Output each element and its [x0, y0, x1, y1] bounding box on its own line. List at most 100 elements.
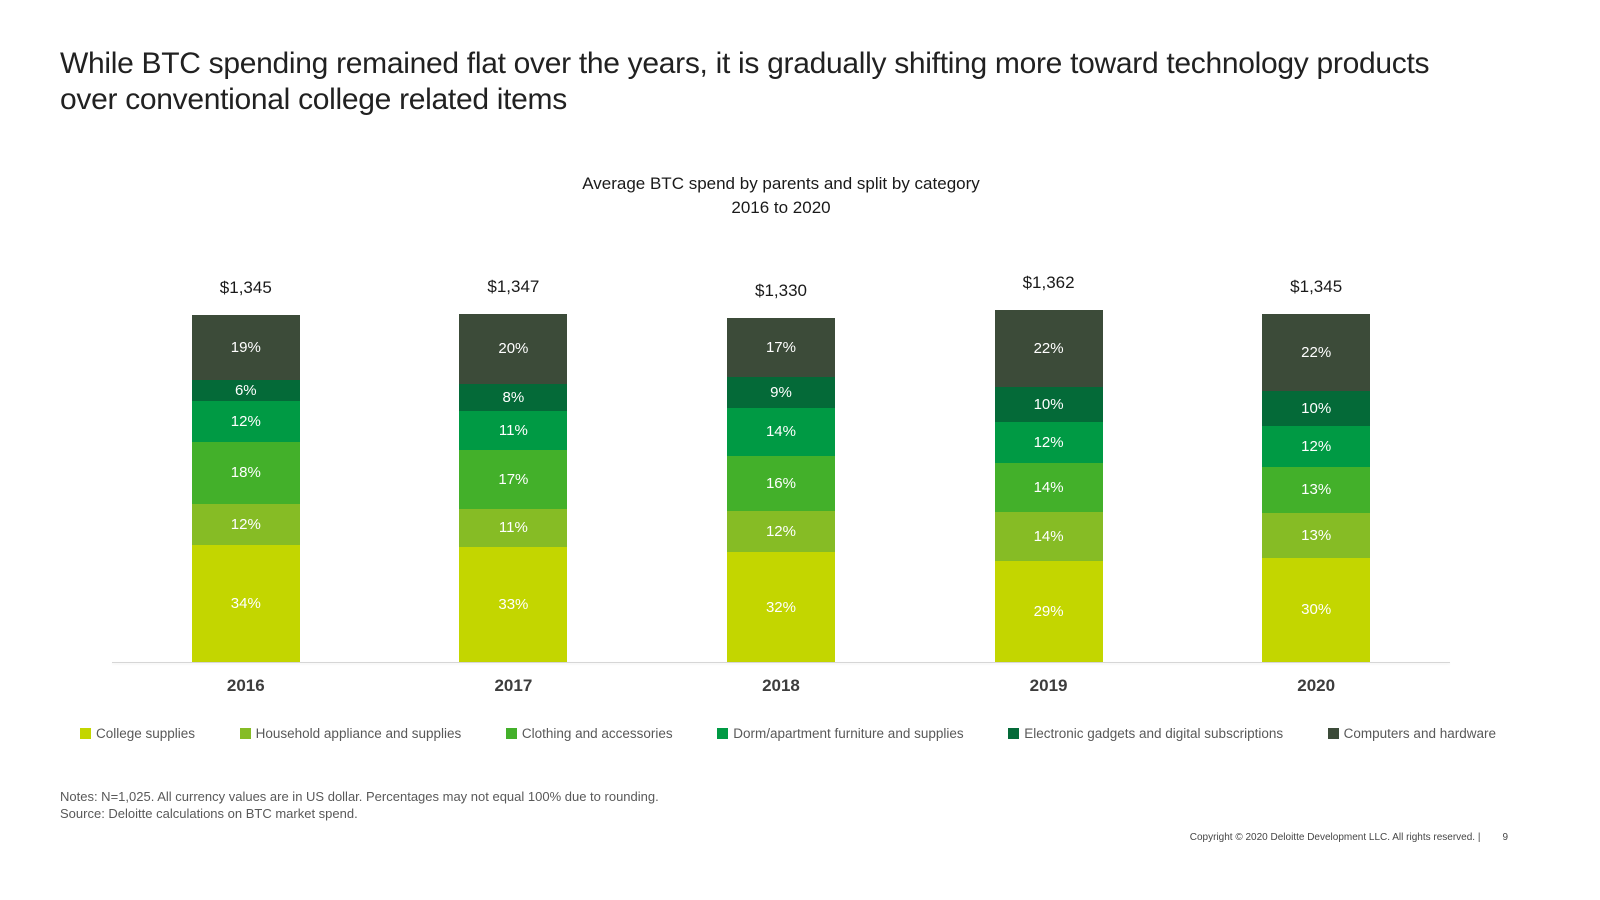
x-axis-label-2020: 2020 — [1297, 676, 1336, 695]
bar-column-2019: $1,362 22% 10% 12% 14% 14% 29% — [915, 262, 1183, 662]
legend-label: Household appliance and supplies — [255, 726, 462, 741]
bar-segment-computers-and-hardware: 17% — [726, 318, 835, 377]
legend-swatch-icon — [1008, 728, 1020, 739]
bar-segment-computers-and-hardware: 22% — [994, 309, 1103, 387]
bar-segment-college-supplies: 30% — [1262, 557, 1371, 662]
legend-item-college-supplies: College supplies — [80, 726, 195, 741]
bar-segment-dorm-apartment-furniture-and-supplies: 12% — [1262, 425, 1371, 468]
chart-title: Average BTC spend by parents and split b… — [112, 172, 1450, 220]
bar-total-label: $1,345 — [1290, 277, 1343, 297]
segment-value-label: 9% — [770, 383, 792, 401]
segment-value-label: 12% — [1301, 437, 1332, 455]
segment-value-label: 18% — [230, 464, 261, 482]
page-number: 9 — [1502, 832, 1508, 843]
bar-segment-clothing-and-accessories: 18% — [191, 441, 300, 504]
x-axis-label-2018: 2018 — [762, 676, 800, 695]
bar-segment-dorm-apartment-furniture-and-supplies: 12% — [994, 421, 1103, 464]
legend-item-electronic-gadgets-and-digital-subscriptions: Electronic gadgets and digital subscript… — [1008, 726, 1283, 741]
bar-segment-clothing-and-accessories: 14% — [994, 463, 1103, 513]
bar-total-label: $1,330 — [754, 281, 807, 301]
segment-value-label: 13% — [1301, 526, 1332, 544]
bars-row: $1,345 19% 6% 12% 18% 12% 34% $1,347 20% 8% 11% 17%… — [112, 262, 1450, 662]
footer: Copyright © 2020 Deloitte Development LL… — [1190, 832, 1508, 843]
bar-segment-clothing-and-accessories: 17% — [459, 449, 568, 509]
segment-value-label: 16% — [765, 474, 796, 492]
segment-value-label: 32% — [765, 598, 796, 616]
x-labels-row: 2016 2017 2018 2019 2020 — [112, 676, 1450, 696]
segment-value-label: 33% — [498, 596, 529, 614]
bar-segment-dorm-apartment-furniture-and-supplies: 12% — [191, 400, 300, 442]
legend: College supplies Household appliance and … — [80, 726, 1496, 741]
bar-column-2017: $1,347 20% 8% 11% 17% 11% 33% — [380, 262, 648, 662]
bar-segment-electronic-gadgets-and-digital-subscriptions: 8% — [459, 383, 568, 412]
legend-swatch-icon — [80, 728, 91, 739]
chart-title-line2: 2016 to 2020 — [731, 198, 831, 217]
bar-segment-electronic-gadgets-and-digital-subscriptions: 6% — [191, 379, 300, 401]
chart: Average BTC spend by parents and split b… — [112, 0, 1450, 900]
bar-segment-clothing-and-accessories: 16% — [726, 455, 835, 511]
bar-column-2018: $1,330 17% 9% 14% 16% 12% 32% — [647, 262, 915, 662]
segment-value-label: 29% — [1033, 602, 1064, 620]
bar-stack-2017: 20% 8% 11% 17% 11% 33% — [459, 313, 568, 662]
bar-segment-college-supplies: 32% — [726, 552, 835, 662]
legend-label: College supplies — [96, 726, 196, 741]
bar-segment-electronic-gadgets-and-digital-subscriptions: 10% — [1262, 390, 1371, 426]
segment-value-label: 10% — [1033, 395, 1064, 413]
copyright-text: Copyright © 2020 Deloitte Development LL… — [1189, 832, 1481, 843]
segment-value-label: 12% — [230, 515, 261, 533]
bar-segment-household-appliance-and-supplies: 12% — [726, 510, 835, 552]
bar-total-label: $1,345 — [219, 277, 272, 297]
bar-segment-computers-and-hardware: 22% — [1262, 314, 1371, 391]
legend-item-household-appliance-and-supplies: Household appliance and supplies — [239, 726, 462, 741]
legend-label: Clothing and accessories — [521, 726, 673, 741]
bar-column-2020: $1,345 22% 10% 12% 13% 13% 30% — [1182, 262, 1450, 662]
page-title: While BTC spending remained flat over th… — [60, 47, 1430, 116]
bar-segment-college-supplies: 29% — [994, 560, 1103, 662]
segment-value-label: 13% — [1301, 481, 1332, 499]
chart-title-line1: Average BTC spend by parents and split b… — [582, 174, 980, 193]
segment-value-label: 19% — [230, 338, 261, 356]
x-axis-line — [112, 662, 1450, 663]
segment-value-label: 14% — [765, 423, 796, 441]
segment-value-label: 12% — [230, 412, 261, 430]
bar-segment-dorm-apartment-furniture-and-supplies: 14% — [726, 407, 835, 456]
legend-swatch-icon — [1327, 728, 1339, 739]
bar-stack-2019: 22% 10% 12% 14% 14% 29% — [994, 309, 1103, 662]
legend-swatch-icon — [505, 728, 517, 739]
bar-segment-college-supplies: 34% — [191, 545, 300, 662]
bar-segment-computers-and-hardware: 19% — [191, 314, 300, 380]
legend-label: Computers and hardware — [1343, 726, 1496, 741]
bar-column-2016: $1,345 19% 6% 12% 18% 12% 34% — [112, 262, 380, 662]
x-axis-label-2016: 2016 — [226, 676, 265, 695]
bar-segment-household-appliance-and-supplies: 13% — [1262, 512, 1371, 558]
legend-swatch-icon — [717, 728, 729, 739]
segment-value-label: 17% — [765, 339, 796, 357]
bar-stack-2016: 19% 6% 12% 18% 12% 34% — [191, 314, 300, 662]
bar-segment-clothing-and-accessories: 13% — [1262, 467, 1371, 513]
segment-value-label: 22% — [1301, 344, 1332, 362]
segment-value-label: 30% — [1301, 601, 1332, 619]
bar-total-label: $1,347 — [487, 276, 540, 296]
bar-segment-household-appliance-and-supplies: 14% — [994, 512, 1103, 561]
bar-total-label: $1,362 — [1022, 272, 1075, 292]
legend-label: Electronic gadgets and digital subscript… — [1024, 726, 1284, 741]
segment-value-label: 14% — [1033, 528, 1064, 545]
segment-value-label: 17% — [498, 470, 529, 488]
legend-item-dorm-apartment-furniture-and-supplies: Dorm/apartment furniture and supplies — [717, 726, 964, 741]
source-line: Source: Deloitte calculations on BTC mar… — [60, 805, 358, 821]
bar-segment-computers-and-hardware: 20% — [459, 313, 568, 384]
x-axis-label-2017: 2017 — [494, 676, 533, 695]
notes-line: Notes: N=1,025. All currency values are … — [60, 789, 659, 804]
bar-segment-electronic-gadgets-and-digital-subscriptions: 10% — [994, 386, 1103, 422]
legend-item-clothing-and-accessories: Clothing and accessories — [505, 726, 673, 741]
segment-value-label: 11% — [498, 519, 528, 537]
bar-stack-2020: 22% 10% 12% 13% 13% 30% — [1262, 314, 1371, 662]
bar-segment-dorm-apartment-furniture-and-supplies: 11% — [459, 411, 568, 450]
segment-value-label: 34% — [230, 595, 261, 612]
notes: Notes: N=1,025. All currency values are … — [60, 789, 659, 822]
segment-value-label: 22% — [1033, 339, 1064, 357]
bar-segment-household-appliance-and-supplies: 12% — [191, 503, 300, 545]
legend-swatch-icon — [239, 728, 251, 739]
segment-value-label: 6% — [234, 381, 257, 399]
